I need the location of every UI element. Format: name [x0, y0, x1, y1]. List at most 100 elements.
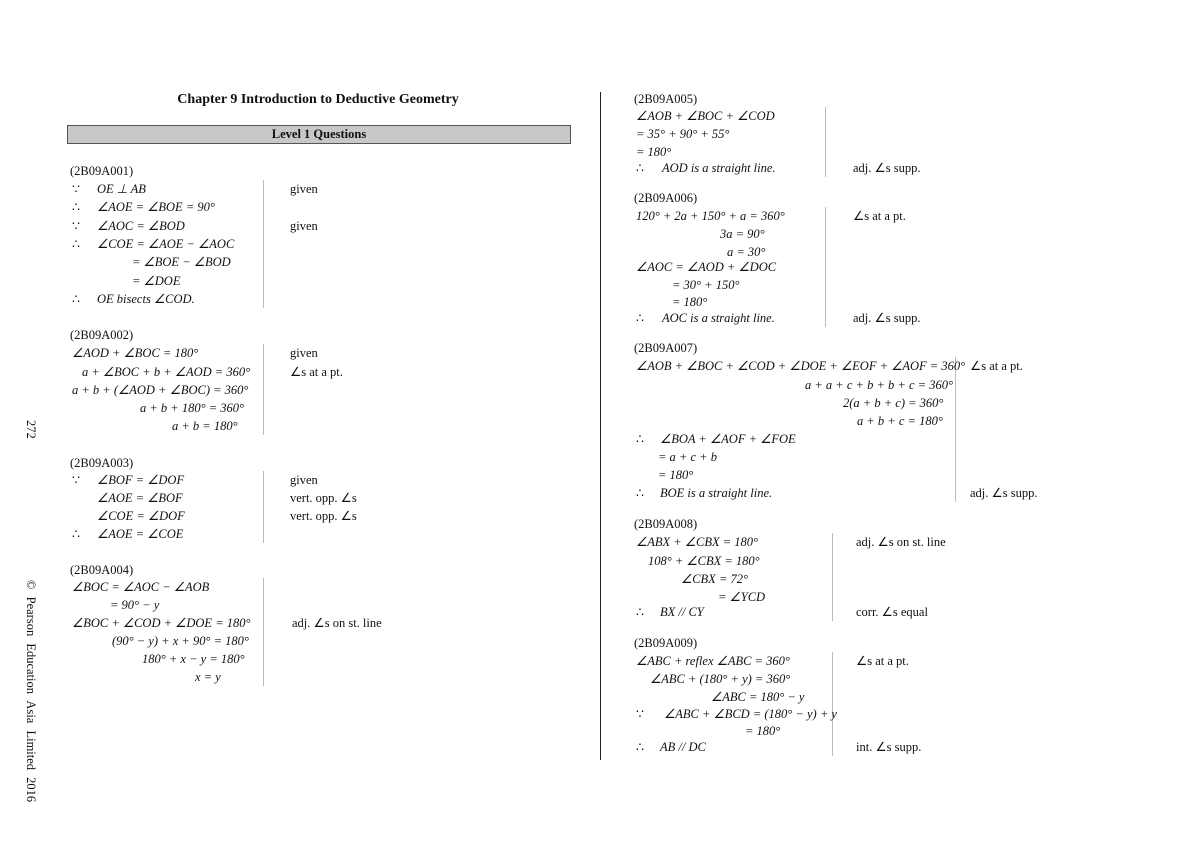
statement: 180° + x − y = 180°: [142, 652, 245, 666]
statement: ∠ABC + (180° + y) = 360°: [650, 672, 791, 686]
logic-symbol: ∵: [72, 473, 80, 487]
statement: a + b + (∠AOD + ∠BOC) = 360°: [72, 383, 249, 397]
question-id: (2B09A006): [634, 191, 698, 205]
reason: given: [290, 473, 318, 487]
statement: ∠AOE = ∠BOE = 90°: [97, 200, 215, 214]
reason: ∠s at a pt.: [856, 654, 909, 668]
reason: given: [290, 182, 318, 196]
statement: = 30° + 150°: [672, 278, 740, 292]
statement: 2(a + b + c) = 360°: [843, 396, 944, 410]
question-id: (2B09A002): [70, 328, 134, 342]
reason: ∠s at a pt.: [853, 209, 906, 223]
reason: adj. ∠s supp.: [853, 161, 921, 175]
statement: ∠BOC = ∠AOC − ∠AOB: [72, 580, 210, 594]
reason: ∠s at a pt.: [970, 359, 1023, 373]
question-id: (2B09A008): [634, 517, 698, 531]
statement: = 35° + 90° + 55°: [636, 127, 730, 141]
statement: a + a + c + b + b + c = 360°: [805, 378, 953, 392]
reason: vert. opp. ∠s: [290, 491, 357, 505]
logic-symbol: ∴: [636, 740, 644, 754]
logic-symbol: ∴: [72, 527, 80, 541]
reason-divider: [955, 357, 956, 502]
logic-symbol: ∵: [72, 219, 80, 233]
statement: BOE is a straight line.: [660, 486, 773, 500]
question-id: (2B09A005): [634, 92, 698, 106]
question-id: (2B09A009): [634, 636, 698, 650]
statement: a + ∠BOC + b + ∠AOD = 360°: [82, 365, 251, 379]
statement: = a + c + b: [658, 450, 717, 464]
reason-divider: [825, 107, 826, 177]
statement: ∠BOF = ∠DOF: [97, 473, 185, 487]
reason: given: [290, 219, 318, 233]
reason: int. ∠s supp.: [856, 740, 922, 754]
reason-divider: [832, 652, 833, 756]
reason-divider: [832, 533, 833, 621]
reason: given: [290, 346, 318, 360]
statement: = 90° − y: [110, 598, 160, 612]
statement: ∠BOC + ∠COD + ∠DOE = 180°: [72, 616, 251, 630]
reason: adj. ∠s on st. line: [856, 535, 946, 549]
chapter-title: Chapter 9 Introduction to Deductive Geom…: [177, 92, 459, 107]
question-id: (2B09A003): [70, 456, 134, 470]
logic-symbol: ∴: [636, 432, 644, 446]
logic-symbol: ∴: [636, 311, 644, 325]
question-id: (2B09A007): [634, 341, 698, 355]
statement: x = y: [195, 670, 221, 684]
reason: adj. ∠s supp.: [970, 486, 1038, 500]
statement: OE bisects ∠COD.: [97, 292, 195, 306]
logic-symbol: ∴: [636, 605, 644, 619]
statement: = 180°: [745, 724, 781, 738]
statement: ∠BOA + ∠AOF + ∠FOE: [660, 432, 796, 446]
statement: ∠AOE = ∠COE: [97, 527, 184, 541]
reason-divider: [263, 578, 264, 686]
reason: adj. ∠s on st. line: [292, 616, 382, 630]
logic-symbol: ∴: [72, 200, 80, 214]
logic-symbol: ∴: [636, 486, 644, 500]
statement: a = 30°: [727, 245, 766, 259]
reason: ∠s at a pt.: [290, 365, 343, 379]
statement: BX // CY: [660, 605, 704, 619]
reason: adj. ∠s supp.: [853, 311, 921, 325]
statement: = ∠BOE − ∠BOD: [132, 255, 231, 269]
statement: ∠AOD + ∠BOC = 180°: [72, 346, 199, 360]
statement: ∠ABC = 180° − y: [711, 690, 805, 704]
reason-divider: [263, 344, 264, 435]
copyright-notice: © Pearson Education Asia Limited 2016: [24, 580, 38, 803]
reason: corr. ∠s equal: [856, 605, 928, 619]
statement: AB // DC: [660, 740, 706, 754]
statement: ∠AOB + ∠BOC + ∠COD + ∠DOE + ∠EOF + ∠AOF …: [636, 359, 966, 373]
level-heading: Level 1 Questions: [67, 125, 571, 144]
statement: AOD is a straight line.: [662, 161, 776, 175]
logic-symbol: ∴: [72, 237, 80, 251]
column-divider: [600, 92, 601, 760]
reason-divider: [263, 180, 264, 308]
reason: vert. opp. ∠s: [290, 509, 357, 523]
statement: ∠COE = ∠AOE − ∠AOC: [97, 237, 235, 251]
statement: = 180°: [658, 468, 694, 482]
statement: ∠ABX + ∠CBX = 180°: [636, 535, 759, 549]
statement: AOC is a straight line.: [662, 311, 775, 325]
statement: 108° + ∠CBX = 180°: [648, 554, 760, 568]
statement: ∠AOC = ∠BOD: [97, 219, 185, 233]
statement: = ∠YCD: [718, 590, 766, 604]
statement: a + b + 180° = 360°: [140, 401, 245, 415]
statement: ∠ABC + reflex ∠ABC = 360°: [636, 654, 790, 668]
page-number: 272: [24, 420, 38, 439]
statement: 120° + 2a + 150° + a = 360°: [636, 209, 785, 223]
statement: 3a = 90°: [720, 227, 765, 241]
statement: ∠AOB + ∠BOC + ∠COD: [636, 109, 775, 123]
logic-symbol: ∵: [636, 707, 644, 721]
reason-divider: [825, 207, 826, 327]
statement: a + b = 180°: [172, 419, 238, 433]
statement: OE ⊥ AB: [97, 182, 146, 196]
statement: ∠AOE = ∠BOF: [97, 491, 183, 505]
statement: ∠CBX = 72°: [681, 572, 748, 586]
statement: ∠AOC = ∠AOD + ∠DOC: [636, 260, 777, 274]
statement: = ∠DOE: [132, 274, 181, 288]
statement: = 180°: [672, 295, 708, 309]
question-id: (2B09A001): [70, 164, 134, 178]
logic-symbol: ∴: [636, 161, 644, 175]
statement: (90° − y) + x + 90° = 180°: [112, 634, 249, 648]
statement: ∠ABC + ∠BCD = (180° − y) + y: [664, 707, 837, 721]
statement: = 180°: [636, 145, 672, 159]
